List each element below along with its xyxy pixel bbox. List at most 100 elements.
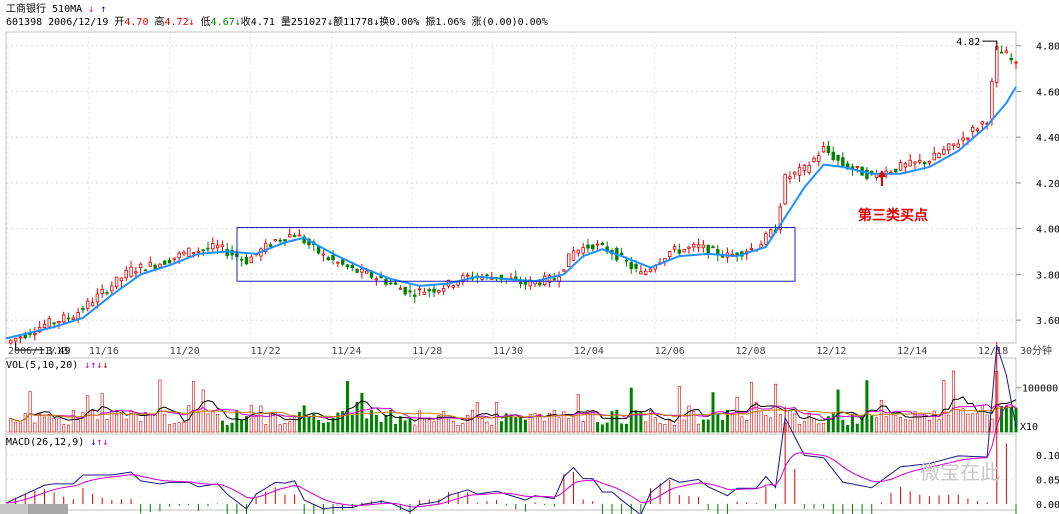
vol-bar-down [514, 417, 518, 433]
turn-value: 0.00% [389, 17, 420, 28]
candle-up [172, 257, 177, 260]
vol-bar-up [533, 413, 537, 433]
vol-bar-up [648, 410, 652, 433]
candle-up [62, 314, 66, 323]
macd-down2-icon[interactable]: ↓ [102, 437, 109, 448]
arrow-up-icon[interactable]: ↑ [100, 4, 107, 15]
candle-down [485, 274, 489, 277]
vol-value: 251027 [290, 17, 328, 28]
candle-up [9, 339, 13, 344]
vol-bar-up [413, 424, 417, 433]
candle-up [86, 300, 90, 309]
turn-label: 换 [379, 17, 390, 28]
vol-bar-up [67, 424, 71, 433]
vol-bar-up [490, 424, 494, 433]
vol-bar-up [288, 421, 292, 433]
candle-up [100, 288, 104, 294]
vol-bar-down [1000, 406, 1004, 433]
candle-up [701, 244, 706, 249]
candle-up [148, 261, 152, 267]
macd-title: MACD(26,12,9) [6, 437, 85, 448]
vol-bar-up [812, 418, 816, 433]
vol-bar-down [225, 424, 229, 433]
vol-bar-up [192, 381, 196, 433]
vol-bar-up [668, 420, 672, 433]
vol-bar-up [966, 413, 970, 433]
vol-bar-down [394, 423, 398, 433]
vol-bar-up [249, 404, 253, 433]
stock-name: 工商银行 510MA ↓ ↑ [6, 4, 106, 16]
candle-up [542, 275, 547, 286]
amp-value: 1.06% [435, 17, 466, 28]
vol-bar-down [355, 401, 359, 433]
vol-bar-up [269, 413, 273, 433]
arrow-down-icon[interactable]: ↓ [88, 4, 95, 15]
vol-bar-up [990, 418, 994, 433]
vol-bar-up [259, 405, 263, 433]
vol-ma-line [10, 403, 1017, 422]
candle-down [389, 282, 393, 285]
vol-bar-up [778, 414, 782, 433]
vol-bar-down [336, 412, 340, 433]
vol-bar-up [172, 423, 176, 433]
candle-down [894, 168, 898, 173]
macd-down-icon[interactable]: ↓ [90, 437, 97, 448]
candle-up [76, 312, 80, 320]
candle-down [922, 161, 927, 165]
candle-down [413, 294, 417, 297]
candle-up [1004, 50, 1009, 54]
candle-down [1009, 57, 1013, 61]
vol-bar-up [148, 414, 152, 433]
code-date: 601398 2006/12/19 [6, 17, 109, 28]
candle-up [215, 244, 220, 249]
vol-down2-icon[interactable]: ↓ [96, 360, 103, 371]
vol-bar-down [384, 414, 388, 433]
vol-bar-down [499, 421, 503, 433]
vol-down-icon[interactable]: ↓ [84, 360, 91, 371]
vol-bar-down [846, 424, 850, 433]
vol-down3-icon[interactable]: ↓ [102, 360, 109, 371]
vol-bar-up [211, 411, 215, 433]
vol-bar-up [591, 411, 595, 433]
scroll-block [0, 504, 28, 514]
date-tick-label: 11/24 [331, 346, 361, 357]
price-tick-label: 4.20 [1036, 179, 1059, 190]
vol-bar-down [870, 415, 874, 433]
candle-up [557, 276, 561, 282]
vol-up-icon[interactable]: ↑ [90, 360, 97, 371]
date-tick-label: 11/28 [412, 346, 442, 357]
candle-up [788, 176, 792, 179]
vol-bar-up [663, 423, 667, 433]
candle-down [239, 258, 244, 261]
vol-bar-up [14, 421, 18, 433]
vol-bar-up [976, 413, 980, 433]
candle-up [769, 229, 773, 238]
vol-bar-down [850, 413, 854, 433]
vol-bar-up [918, 416, 922, 433]
candle-up [961, 137, 965, 141]
vol-bar-up [927, 419, 931, 433]
vol-bar-up [62, 424, 66, 433]
vol-bar-up [119, 412, 123, 433]
vol-bar-up [485, 421, 489, 433]
macd-dea-line [5, 403, 1017, 508]
vol-bar-up [567, 418, 571, 433]
candle-down [624, 259, 629, 262]
vol-bar-up [961, 408, 965, 433]
vol-bar-up [730, 413, 734, 433]
candle-up [456, 281, 460, 286]
candle-up [441, 288, 446, 292]
vol-bar-down [615, 409, 619, 433]
candle-up [422, 291, 427, 295]
macd-up-icon[interactable]: ↑ [96, 437, 103, 448]
candle-up [336, 261, 340, 264]
vol-bar-down [725, 409, 729, 433]
candle-up [288, 234, 292, 238]
candle-down [350, 264, 354, 268]
candle-up [398, 287, 403, 290]
vol-bar-up [47, 413, 51, 433]
chg-label: 涨 [471, 17, 482, 28]
vol-bar-up [687, 405, 691, 433]
vol-bar-up [163, 413, 167, 433]
